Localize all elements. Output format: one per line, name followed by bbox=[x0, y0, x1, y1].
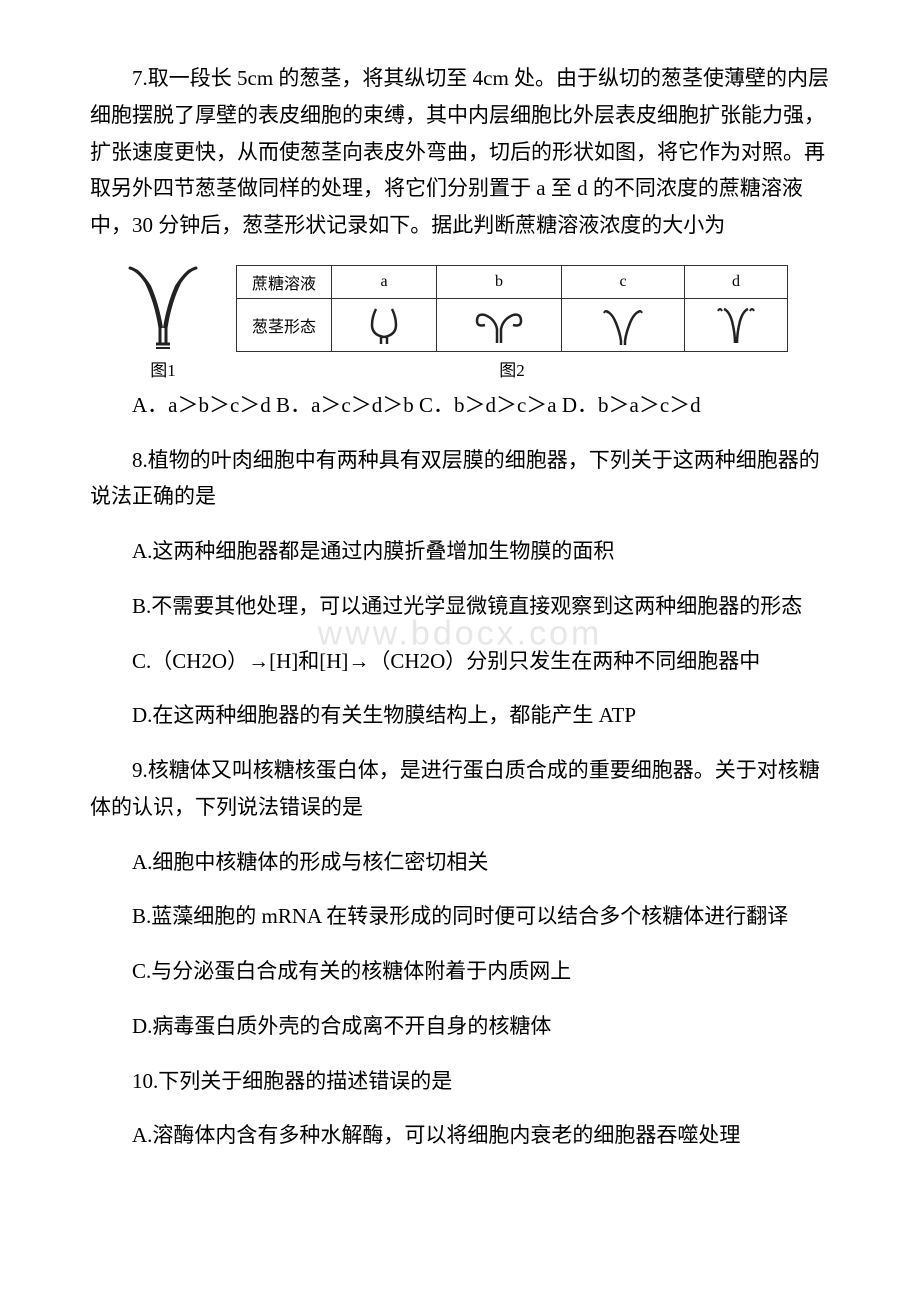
q7-figure-row: 图1 蔗糖溶液 a b c d 葱茎形态 bbox=[120, 262, 830, 381]
fig2-label: 图2 bbox=[499, 356, 525, 381]
q10-text: 10.下列关于细胞器的描述错误的是 bbox=[90, 1063, 830, 1100]
col-b-header: b bbox=[437, 265, 562, 298]
q9-a: A.细胞中核糖体的形成与核仁密切相关 bbox=[90, 844, 830, 881]
shape-a-cell bbox=[332, 298, 437, 351]
q7-fig1: 图1 bbox=[120, 262, 206, 381]
q9-text: 9.核糖体又叫核糖核蛋白体，是进行蛋白质合成的重要细胞器。关于对核糖体的认识，下… bbox=[90, 752, 830, 826]
row2-header: 葱茎形态 bbox=[237, 298, 332, 351]
onion-control-icon bbox=[120, 262, 206, 352]
q8-a: A.这两种细胞器都是通过内膜折叠增加生物膜的面积 bbox=[90, 533, 830, 570]
shape-d-icon bbox=[714, 303, 758, 347]
table-row: 葱茎形态 bbox=[237, 298, 788, 351]
q8-c: C.（CH2O）→[H]和[H]→（CH2O）分别只发生在两种不同细胞器中 bbox=[90, 643, 830, 680]
q7-table: 蔗糖溶液 a b c d 葱茎形态 bbox=[236, 265, 788, 352]
col-d-header: d bbox=[685, 265, 788, 298]
row1-header: 蔗糖溶液 bbox=[237, 265, 332, 298]
shape-a-icon bbox=[362, 303, 406, 347]
q9-c: C.与分泌蛋白合成有关的核糖体附着于内质网上 bbox=[90, 953, 830, 990]
shape-b-cell bbox=[437, 298, 562, 351]
col-a-header: a bbox=[332, 265, 437, 298]
q8-d: D.在这两种细胞器的有关生物膜结构上，都能产生 ATP bbox=[90, 697, 830, 734]
q8-b: B.不需要其他处理，可以通过光学显微镜直接观察到这两种细胞器的形态 bbox=[90, 588, 830, 625]
q8-text: 8.植物的叶肉细胞中有两种具有双层膜的细胞器，下列关于这两种细胞器的说法正确的是 bbox=[90, 442, 830, 516]
q7-text: 7.取一段长 5cm 的葱茎，将其纵切至 4cm 处。由于纵切的葱茎使薄壁的内层… bbox=[90, 60, 830, 244]
shape-b-icon bbox=[471, 303, 527, 347]
fig1-label: 图1 bbox=[150, 356, 176, 381]
q9-b: B.蓝藻细胞的 mRNA 在转录形成的同时便可以结合多个核糖体进行翻译 bbox=[90, 898, 830, 935]
q9-d: D.病毒蛋白质外壳的合成离不开自身的核糖体 bbox=[90, 1008, 830, 1045]
shape-c-icon bbox=[598, 303, 648, 347]
col-c-header: c bbox=[562, 265, 685, 298]
table-row: 蔗糖溶液 a b c d bbox=[237, 265, 788, 298]
q7-fig2: 蔗糖溶液 a b c d 葱茎形态 bbox=[236, 265, 788, 381]
shape-d-cell bbox=[685, 298, 788, 351]
shape-c-cell bbox=[562, 298, 685, 351]
q7-options: A．a＞b＞c＞d B．a＞c＞d＞b C．b＞d＞c＞a D．b＞a＞c＞d bbox=[90, 387, 830, 424]
q10-a: A.溶酶体内含有多种水解酶，可以将细胞内衰老的细胞器吞噬处理 bbox=[90, 1117, 830, 1154]
